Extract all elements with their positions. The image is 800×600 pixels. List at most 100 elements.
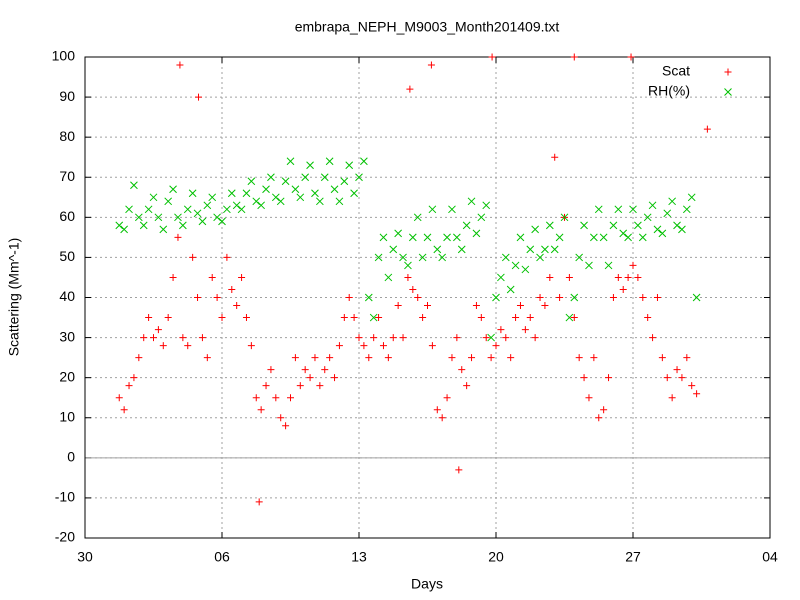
point: [629, 205, 637, 214]
point: [301, 173, 310, 182]
point: [526, 314, 534, 322]
point: [257, 201, 265, 210]
point: [433, 406, 441, 414]
point: [526, 245, 535, 254]
point: [604, 261, 613, 270]
point: [365, 354, 373, 362]
point: [580, 374, 588, 382]
point: [643, 213, 652, 222]
point: [609, 221, 618, 230]
point: [130, 374, 138, 382]
y-tick-label: -10: [55, 489, 75, 505]
point: [424, 302, 431, 310]
point: [619, 229, 628, 238]
point: [448, 354, 456, 362]
point: [130, 181, 138, 190]
point: [570, 314, 578, 322]
point: [360, 157, 368, 166]
point: [198, 334, 206, 342]
point: [213, 213, 221, 222]
point: [624, 273, 632, 281]
point: [629, 261, 637, 269]
point: [458, 366, 466, 374]
point: [497, 326, 505, 334]
point: [550, 245, 559, 254]
point: [154, 326, 162, 334]
point: [195, 93, 203, 101]
point: [394, 229, 402, 238]
point: [115, 394, 123, 402]
point: [331, 374, 339, 382]
legend-marker: [724, 68, 732, 76]
point: [409, 285, 417, 293]
point: [287, 394, 294, 402]
y-tick-label: 100: [52, 48, 76, 64]
point: [595, 414, 603, 422]
y-tick-label: 0: [67, 449, 75, 465]
point: [296, 193, 305, 202]
point: [335, 342, 343, 350]
point: [638, 233, 647, 242]
point: [218, 314, 226, 322]
point: [624, 233, 632, 242]
point: [501, 253, 510, 262]
point: [683, 354, 691, 362]
point: [340, 314, 348, 322]
point: [531, 225, 539, 234]
point: [556, 294, 564, 301]
y-tick-label: 70: [59, 168, 75, 184]
legend-label: Scat: [662, 63, 690, 79]
point: [404, 261, 412, 270]
point: [507, 354, 515, 362]
point: [355, 334, 363, 342]
point: [321, 366, 329, 374]
series: [115, 53, 711, 506]
point: [120, 406, 128, 414]
point: [502, 334, 510, 342]
point: [144, 205, 153, 214]
x-tick-label: 20: [488, 549, 504, 565]
point: [427, 61, 435, 69]
point: [428, 342, 436, 350]
point: [218, 217, 226, 226]
point: [590, 233, 598, 242]
point: [276, 197, 285, 206]
point: [457, 245, 466, 254]
point: [482, 334, 490, 342]
point: [213, 294, 221, 301]
point: [394, 302, 402, 310]
point: [482, 201, 491, 210]
point: [678, 374, 686, 382]
point: [335, 197, 344, 206]
point: [271, 193, 280, 202]
point: [472, 302, 480, 310]
point: [594, 205, 603, 214]
point: [149, 193, 158, 202]
y-tick-label: 10: [59, 408, 75, 424]
point: [497, 273, 505, 282]
point: [406, 85, 414, 93]
point: [468, 354, 476, 362]
point: [536, 253, 544, 262]
point: [545, 221, 554, 230]
point: [355, 173, 363, 182]
point: [252, 197, 261, 206]
point: [228, 285, 236, 293]
point: [521, 265, 530, 274]
point: [516, 302, 524, 310]
point: [174, 233, 182, 241]
point: [301, 366, 309, 374]
point: [389, 334, 397, 342]
point: [252, 394, 260, 402]
point: [369, 313, 378, 322]
point: [189, 253, 197, 261]
point: [511, 261, 520, 270]
point: [159, 342, 167, 350]
point: [512, 314, 520, 322]
point: [423, 233, 432, 242]
y-tick-label: -20: [55, 529, 75, 545]
point: [115, 221, 124, 230]
point: [291, 354, 299, 362]
point: [609, 294, 617, 301]
